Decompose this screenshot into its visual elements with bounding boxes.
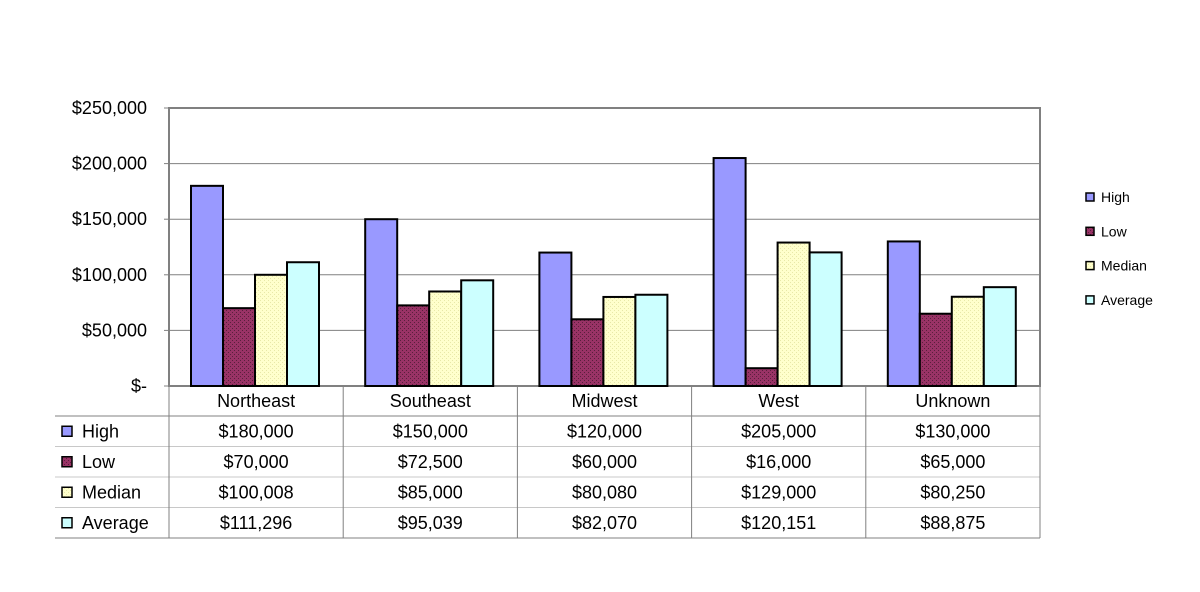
data-label: $88,875 xyxy=(920,513,985,533)
y-tick-label: $- xyxy=(131,376,147,396)
data-label: $130,000 xyxy=(915,421,990,441)
legend-label: Median xyxy=(1101,258,1147,274)
legend-key xyxy=(61,517,73,529)
data-label: $100,008 xyxy=(219,482,294,502)
legend-label: Average xyxy=(1101,292,1153,308)
bar-low-southeast xyxy=(396,304,431,388)
data-label: $120,151 xyxy=(741,513,816,533)
data-label: $111,296 xyxy=(220,513,292,533)
bar-low-unknown xyxy=(918,312,953,387)
bar-high-unknown xyxy=(886,240,921,387)
data-label: $85,000 xyxy=(398,482,463,502)
bar-high-southeast xyxy=(364,218,399,387)
legend-key xyxy=(61,425,73,437)
data-label: $82,070 xyxy=(572,513,637,533)
table-row-label: Median xyxy=(82,482,141,502)
legend-swatch xyxy=(1085,295,1095,305)
bar-average-northeast xyxy=(286,261,320,388)
legend-key xyxy=(61,486,73,498)
data-label: $120,000 xyxy=(567,421,642,441)
table-row-label: High xyxy=(82,421,119,441)
bar-high-midwest xyxy=(538,251,573,387)
data-label: $65,000 xyxy=(920,452,985,472)
y-tick-label: $50,000 xyxy=(82,320,147,340)
y-axis: $- $50,000 $100,000 $150,000 $200,000 $250,00… xyxy=(72,98,169,396)
data-label: $72,500 xyxy=(398,452,463,472)
table-row-label: Low xyxy=(82,452,116,472)
data-label: $80,250 xyxy=(920,482,985,502)
bar-high-northeast xyxy=(190,184,224,387)
x-tick-label: West xyxy=(758,391,799,411)
data-label: $205,000 xyxy=(741,421,816,441)
legend-label: High xyxy=(1101,189,1130,205)
legend-key xyxy=(61,456,73,468)
bar-average-west xyxy=(808,251,843,387)
data-label: $70,000 xyxy=(224,452,289,472)
bar-average-unknown xyxy=(982,286,1017,387)
x-tick-label: Southeast xyxy=(390,391,471,411)
data-label: $16,000 xyxy=(746,452,811,472)
x-tick-label: Northeast xyxy=(217,391,295,411)
bar-high-west xyxy=(712,157,747,387)
bar-average-southeast xyxy=(460,279,495,387)
legend: High Low Median Average xyxy=(1085,189,1153,308)
data-label: $60,000 xyxy=(572,452,637,472)
bar-low-northeast xyxy=(222,307,256,387)
legend-swatch xyxy=(1085,226,1095,237)
data-label: $150,000 xyxy=(393,421,468,441)
bar-median-west xyxy=(776,241,811,387)
legend-swatch xyxy=(1085,260,1095,271)
table-row-label: Average xyxy=(82,513,149,533)
y-tick-label: $250,000 xyxy=(72,98,147,118)
bars xyxy=(190,157,1017,388)
data-table: Northeast Southeast Midwest West Unknown High… xyxy=(55,386,1041,539)
legend-label: Low xyxy=(1101,223,1128,239)
bar-median-midwest xyxy=(602,295,637,388)
data-label: $95,039 xyxy=(398,513,463,533)
data-label: $80,080 xyxy=(572,482,637,502)
x-tick-label: Unknown xyxy=(915,391,990,411)
bar-median-unknown xyxy=(950,295,985,387)
legend-swatch xyxy=(1085,192,1095,202)
bar-average-midwest xyxy=(634,293,669,387)
y-tick-label: $150,000 xyxy=(72,209,147,229)
bar-median-southeast xyxy=(428,290,463,388)
bar-low-midwest xyxy=(570,318,605,387)
bar-median-northeast xyxy=(254,273,288,387)
data-label: $180,000 xyxy=(219,421,294,441)
y-tick-label: $200,000 xyxy=(72,154,147,174)
data-label: $129,000 xyxy=(741,482,816,502)
y-tick-label: $100,000 xyxy=(72,265,147,285)
x-tick-label: Midwest xyxy=(571,391,637,411)
bar-low-west xyxy=(744,367,779,388)
